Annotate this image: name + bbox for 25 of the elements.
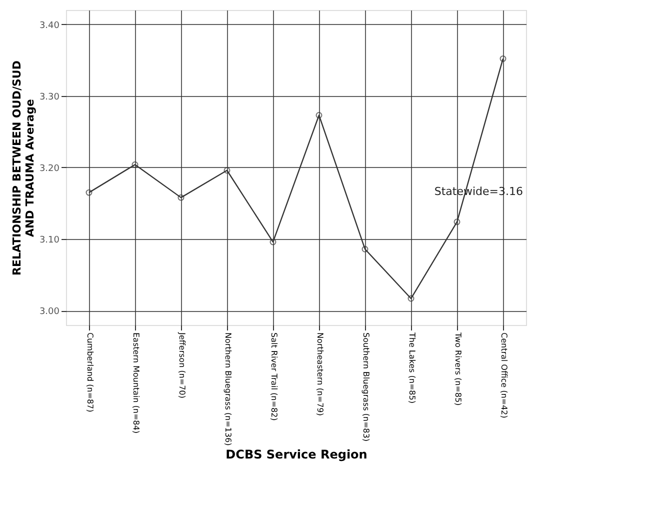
x-tick-label: Northern Bluegrass (n=136) [224,332,232,446]
point [224,167,230,174]
point [178,194,184,201]
x-tick-label: Salt River Trail (n=82) [270,332,278,421]
y-tick-label: 3.40 [39,20,60,31]
x-tick-label: Eastern Mountain (n=84) [132,332,140,434]
point [454,218,460,226]
point [132,161,138,168]
x-tick-label: Cumberland (n=87) [86,332,94,412]
point [270,238,276,246]
x-tick-label: The Lakes (n=85) [408,332,416,404]
y-tick-label: 3.00 [39,307,60,318]
y-tick-label: 3.10 [39,236,60,246]
x-tick-label: Southern Bluegrass (n=83) [362,332,370,442]
x-tick-label: Northeastern (n=79) [316,332,324,416]
x-tick-label: Central Office (n=42) [500,332,508,418]
point [408,295,414,302]
y-tick-label: 3.30 [39,92,60,102]
y-axis-title: RELATIONSHIP BETWEEN OUD/SUD AND TRAUMA Average [10,60,36,276]
x-axis-title: DCBS Service Region [226,448,368,462]
x-tick-label: Jefferson (n=70) [178,332,186,398]
point [316,112,322,118]
y-tick-label: 3.20 [39,164,60,174]
x-tick-label: Two Rivers (n=85) [454,332,462,406]
point [362,246,368,252]
